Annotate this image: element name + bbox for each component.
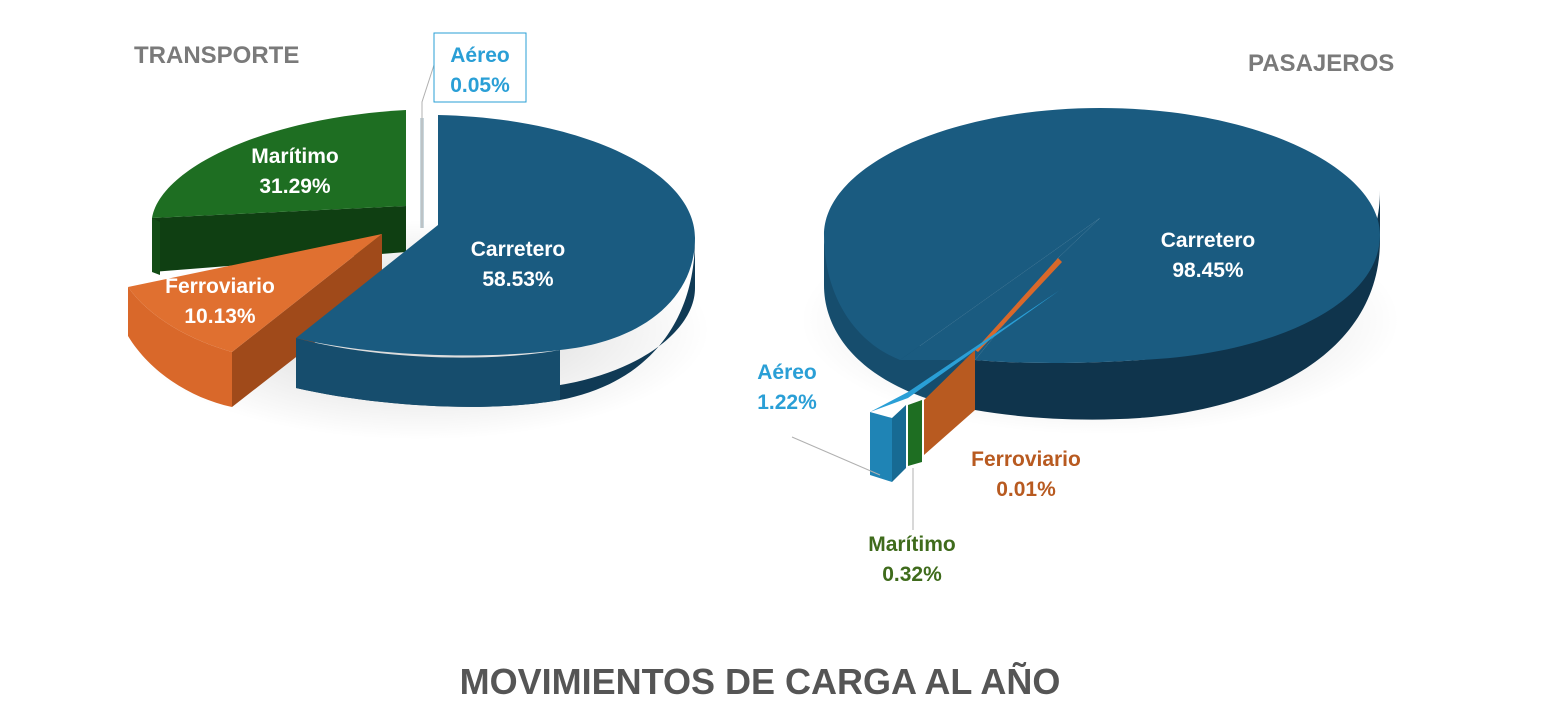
- label-maritimo-value: 31.29%: [259, 175, 331, 198]
- label-ferroviario-name: Ferroviario: [165, 275, 275, 298]
- label-aereo-pasajeros-value: 1.22%: [757, 391, 817, 414]
- pasajeros-title: PASAJEROS: [1248, 50, 1394, 77]
- transporte-chart: TRANSPORTE Marítimo 31.29%: [128, 32, 710, 440]
- label-aereo-pasajeros-name: Aéreo: [757, 361, 817, 384]
- label-ferroviario-pasajeros-name: Ferroviario: [971, 448, 1081, 471]
- label-maritimo-pasajeros-name: Marítimo: [868, 533, 956, 556]
- pasajeros-chart: PASAJEROS Carretero 98.45%: [757, 50, 1400, 586]
- slice-maritimo-pasajeros: [908, 400, 922, 466]
- label-ferroviario-pasajeros-value: 0.01%: [996, 478, 1056, 501]
- slice-aereo-pasajeros: [870, 286, 1066, 482]
- aereo-pasajeros-leader-line: [791, 436, 881, 476]
- transporte-title: TRANSPORTE: [134, 42, 299, 69]
- label-maritimo-name: Marítimo: [251, 145, 339, 168]
- slice-carretero: [296, 115, 695, 407]
- aereo-leader-line: [421, 64, 435, 228]
- label-carretero-name: Carretero: [471, 238, 566, 261]
- slice-ferroviario: [128, 234, 382, 407]
- label-carretero-pasajeros-name: Carretero: [1161, 229, 1256, 252]
- label-maritimo-pasajeros-value: 0.32%: [882, 563, 942, 586]
- label-aereo-value: 0.05%: [450, 74, 510, 97]
- slice-ferroviario-pasajeros: [924, 258, 1062, 455]
- label-aereo-name: Aéreo: [450, 44, 510, 67]
- label-carretero-pasajeros-value: 98.45%: [1172, 259, 1244, 282]
- slice-carretero-pasajeros: [824, 108, 1380, 420]
- label-ferroviario-value: 10.13%: [184, 305, 256, 328]
- aereo-label-box: [433, 32, 527, 103]
- label-carretero-value: 58.53%: [482, 268, 554, 291]
- main-title: MOVIMIENTOS DE CARGA AL AÑO: [460, 660, 1061, 702]
